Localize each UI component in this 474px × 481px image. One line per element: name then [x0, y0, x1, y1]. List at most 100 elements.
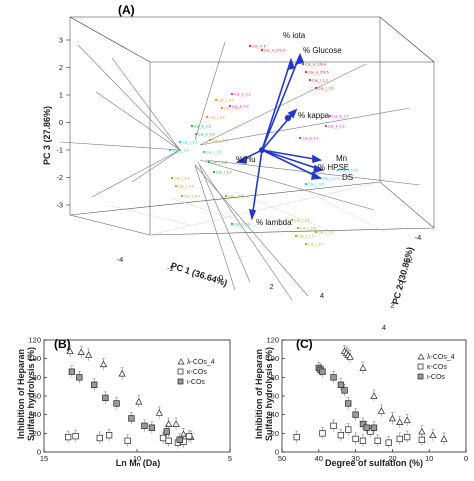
- data-point-open-square: [105, 432, 113, 439]
- pc2-tick-label: 0: [399, 278, 403, 287]
- pca-point: [290, 218, 294, 222]
- legend-c-lambda: λ-COs_4: [427, 354, 455, 361]
- legend-b-gray-square: [177, 378, 184, 385]
- legend-c-iota: ι-COs: [427, 374, 445, 381]
- pc1-ticks: -4 -2 0 2 4: [117, 255, 324, 300]
- y-tick-label: 80: [271, 373, 279, 382]
- pca-point-label: Car_k_2.7: [332, 115, 349, 119]
- x-tick-label: 40: [315, 454, 323, 463]
- pca-point: [174, 184, 178, 188]
- data-point-open-square: [418, 436, 425, 444]
- loading-label-glucose: % Glucose: [303, 46, 342, 55]
- data-point-open-square: [337, 432, 345, 439]
- data-point-open-square: [367, 428, 374, 435]
- pca-point: [324, 124, 328, 128]
- pca-point-label: Car_l_6.0: [234, 223, 250, 227]
- pc3-tick-label: 1: [59, 91, 63, 100]
- data-point-gray-square: [68, 368, 76, 375]
- pca-point-label: Car_k_2.6: [198, 133, 215, 137]
- panel-c: (C) Inhibition of Heparan Sulfate hydrol…: [254, 336, 468, 469]
- panel-c-y-title-line2: Sulfate hydrolysis (%): [264, 347, 274, 441]
- data-point-gray-square: [363, 424, 370, 431]
- pca-point-label: Car_l_5.1: [182, 141, 198, 145]
- data-point-open-square: [352, 435, 359, 443]
- data-point-open-square: [124, 437, 131, 444]
- data-point-triangle: [440, 435, 448, 442]
- data-point-triangle: [429, 431, 437, 439]
- y-tick-label: 100: [266, 354, 279, 363]
- pca-point: [314, 86, 318, 90]
- panel-a-label: (A): [118, 3, 135, 17]
- pca-point: [298, 136, 302, 140]
- data-point-gray-square: [359, 420, 367, 428]
- pc2-tick-label: 4: [382, 323, 386, 332]
- pca-point-label: Car_l_6.3: [174, 177, 190, 181]
- legend-b-iota: ι-COs: [187, 379, 205, 386]
- pc2-tick-label: -4: [415, 233, 422, 242]
- data-point-gray-square: [141, 422, 148, 430]
- pca-point-label: Car_l_5.6: [228, 195, 244, 199]
- data-point-triangle: [85, 351, 93, 358]
- pca-point-label: Car_l_1.2: [298, 235, 314, 239]
- data-point-triangle: [396, 418, 404, 425]
- pc2-tick-label: -2: [406, 256, 413, 265]
- pca-point-label: Car_k_3.4: [172, 149, 189, 153]
- x-tick-label: 15: [40, 454, 48, 463]
- pc2-ticks: -4 -2 0 2 4: [382, 233, 421, 332]
- panel-c-x-title: Degree of sulfation (%): [325, 458, 423, 468]
- pca-point-label: Car_4_172.5: [264, 49, 285, 53]
- legend-c-open-square: [417, 363, 424, 370]
- data-point-open-square: [185, 432, 193, 440]
- pca-point: [301, 62, 305, 66]
- legend-c-gray-square: [417, 373, 424, 380]
- pc3-tick-label: 0: [59, 118, 63, 127]
- pca-point: [304, 70, 308, 74]
- pca-point-label: Car_k_4.1: [302, 137, 319, 141]
- pca-point: [294, 234, 298, 238]
- pca-point-label: Car_l_3.8: [300, 227, 316, 231]
- loading-label-lambda: % lambda: [256, 218, 292, 227]
- y-tick-label: 40: [33, 410, 41, 419]
- pca-point-label: Car_l_8.0: [184, 195, 200, 199]
- y-tick-label: 80: [33, 373, 41, 382]
- data-point-triangle: [155, 409, 163, 416]
- x-tick-label: 10: [133, 454, 141, 463]
- y-tick-label: 120: [28, 336, 41, 345]
- data-point-open-square: [165, 437, 172, 444]
- panel-b: (B) Inhibition of Heparan Sulfate hydrol…: [16, 336, 232, 469]
- x-tick-label: 10: [425, 454, 433, 463]
- pc3-tick-label: -3: [56, 201, 63, 210]
- pca-point-label: Car_i_6.7: [224, 107, 240, 111]
- pca-point-label: Car_k_2.5: [194, 125, 211, 129]
- y-tick-label: 20: [33, 429, 41, 438]
- loading-label-hpse: % HPSE: [318, 163, 349, 172]
- pca-floor-grid: [107, 181, 386, 236]
- pca-point: [260, 48, 264, 52]
- panel-b-label: (B): [54, 337, 71, 351]
- data-point-gray-square: [352, 411, 359, 418]
- pca-point-label: Car_i_6.8: [212, 139, 228, 143]
- x-tick-label: 30: [351, 454, 359, 463]
- pca-point-label: Car_l_4.9: [178, 185, 194, 189]
- data-point-triangle: [370, 392, 378, 399]
- data-point-open-square: [65, 433, 72, 441]
- loading-label-hu: % Hu: [236, 155, 256, 164]
- pca-point-label: Car_l_13.0: [322, 177, 340, 181]
- pca-point: [336, 168, 340, 172]
- pca-point-label: Car_l_10.8: [340, 169, 358, 173]
- legend-b-lambda: λ-COs_4: [187, 359, 215, 366]
- pca-point: [220, 106, 224, 110]
- data-point-gray-square: [345, 400, 352, 407]
- data-point-open-square: [72, 432, 79, 440]
- data-point-open-square: [403, 433, 411, 441]
- y-tick-label: 60: [33, 392, 41, 401]
- loading-vectors: [235, 53, 325, 221]
- data-point-gray-square: [370, 424, 378, 431]
- pca-point-label: Car_k_4.8: [232, 105, 249, 109]
- data-point-open-square: [319, 430, 326, 437]
- projection-arrows: [59, 41, 421, 301]
- pca-point: [208, 138, 212, 142]
- pc2-tick-label: 2: [390, 301, 394, 310]
- pca-point-label: Car_l_4.1: [294, 219, 310, 223]
